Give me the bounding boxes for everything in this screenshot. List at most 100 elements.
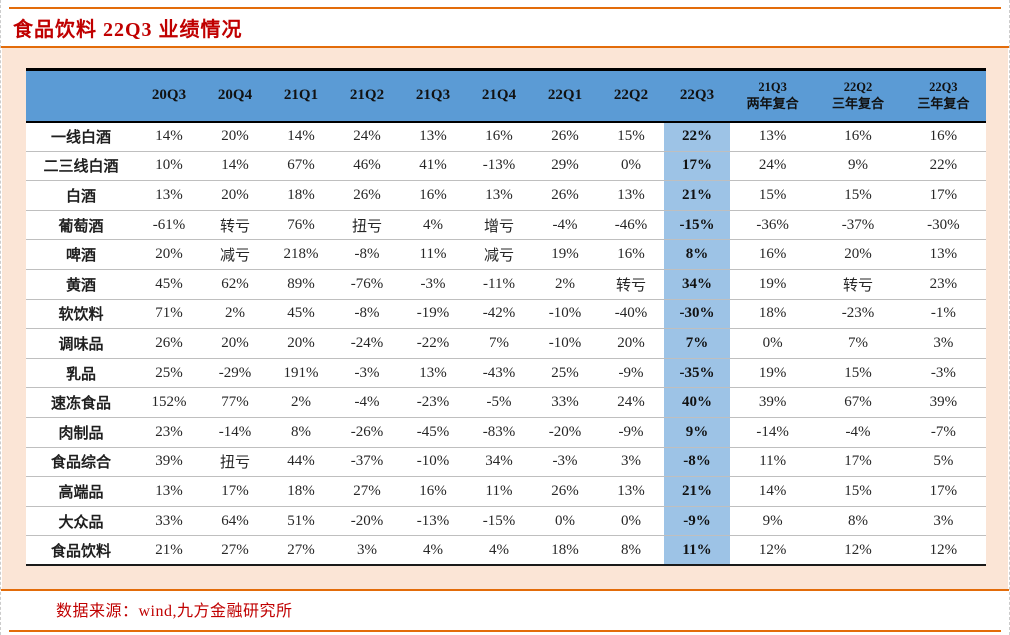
value-cell: 15% (844, 186, 872, 203)
table-row: 调味品 26% 20% 20% -24% -22% 7% -10% 20% 7% 0% 7% 3% (26, 328, 986, 359)
value-cell: 14% (221, 157, 249, 174)
value-cell: 19% (758, 275, 787, 292)
value-cell: 10% (155, 157, 183, 174)
value-cell: 18% (758, 305, 787, 322)
value-cell: -3% (354, 364, 380, 381)
value-cell: 67% (287, 157, 315, 174)
value-cell: 13% (155, 186, 183, 203)
value-cell-highlighted: 8% (664, 239, 730, 270)
value-cell: 15% (844, 482, 872, 499)
value-cell: -61% (152, 216, 186, 233)
table-row: 大众品 33% 64% 51% -20% -13% -15% 0% 0% -9% 9% 8% 3% (26, 506, 986, 536)
bottom-divider (9, 630, 1001, 632)
row-label: 二三线白酒 (43, 159, 119, 176)
value-cell: 18% (551, 541, 579, 558)
column-header-21q3-compound: 21Q3 两年复合 (730, 70, 815, 122)
value-cell: -30% (927, 216, 960, 233)
value-cell: 14% (287, 128, 315, 145)
value-cell: 15% (758, 186, 787, 203)
value-cell: -43% (482, 364, 516, 381)
column-header-22q2-compound: 22Q2 三年复合 (815, 70, 900, 122)
value-cell: 9% (762, 512, 783, 529)
compound-header-caption: 三年复合 (831, 96, 884, 112)
value-cell: -13% (482, 157, 516, 174)
value-cell: 218% (283, 246, 319, 263)
value-cell: 62% (221, 275, 249, 292)
value-cell: 20% (287, 334, 315, 351)
value-cell-highlighted: 9% (664, 417, 730, 448)
row-label: 黄酒 (65, 277, 96, 294)
value-cell: 67% (844, 394, 872, 411)
value-cell: 转亏 (219, 218, 250, 235)
value-cell: 17% (929, 186, 958, 203)
value-cell: 12% (758, 541, 787, 558)
value-cell: 33% (155, 512, 183, 529)
value-cell: -3% (930, 364, 956, 381)
value-cell: 增亏 (483, 218, 514, 235)
value-cell-highlighted: -9% (664, 506, 730, 536)
value-cell: 20% (155, 246, 183, 263)
value-cell: -45% (416, 423, 450, 440)
value-cell: -4% (845, 423, 871, 440)
row-label: 大众品 (58, 514, 104, 531)
value-cell: 13% (758, 128, 787, 145)
value-cell: 3% (357, 541, 377, 558)
table-row: 一线白酒 14% 20% 14% 24% 13% 16% 26% 15% 22% 13% 16% 16% (26, 121, 986, 152)
column-header-21q2: 21Q2 (349, 87, 385, 104)
value-cell: 15% (844, 364, 872, 381)
value-cell: -40% (614, 305, 648, 322)
table-row: 白酒 13% 20% 18% 26% 16% 13% 26% 13% 21% 15% 15% 17% (26, 180, 986, 211)
value-cell: -3% (552, 453, 578, 470)
value-cell: 扭亏 (219, 455, 250, 472)
value-cell-highlighted: 21% (664, 180, 730, 211)
value-cell: 转亏 (842, 277, 873, 294)
value-cell-highlighted: 22% (664, 121, 730, 152)
value-cell: 12% (929, 541, 958, 558)
value-cell: -8% (354, 305, 380, 322)
value-cell: 64% (221, 512, 249, 529)
column-header-21q3: 21Q3 (415, 87, 451, 104)
value-cell: -9% (618, 364, 644, 381)
table-row: 肉制品 23% -14% 8% -26% -45% -83% -20% -9% 9% -14% -4%… (26, 417, 986, 448)
value-cell: 2% (291, 394, 311, 411)
value-cell: 16% (617, 246, 645, 263)
value-cell: 17% (929, 482, 958, 499)
performance-table: 20Q3 20Q4 21Q1 21Q2 21Q3 21Q4 22Q1 22Q2 22Q3 21Q3… (26, 68, 986, 567)
value-cell: 3% (621, 453, 641, 470)
value-cell: 18% (287, 482, 315, 499)
value-cell: 24% (353, 128, 381, 145)
value-cell: -24% (350, 334, 384, 351)
value-cell: 26% (155, 334, 183, 351)
value-cell: 0% (762, 334, 783, 351)
value-cell: 29% (551, 157, 579, 174)
value-cell: 7% (847, 334, 868, 351)
title-divider (1, 46, 1009, 48)
value-cell: 0% (555, 512, 575, 529)
table-row: 啤酒 20% 减亏 218% -8% 11% 减亏 19% 16% 8% 16% 20% 13% (26, 239, 986, 270)
value-cell: -13% (416, 512, 450, 529)
value-cell: 26% (551, 128, 579, 145)
value-cell: 4% (489, 541, 509, 558)
row-label: 调味品 (58, 336, 104, 353)
value-cell: -20% (548, 423, 582, 440)
row-label: 高端品 (58, 484, 104, 501)
value-cell: -29% (218, 364, 252, 381)
compound-header-caption: 三年复合 (917, 96, 970, 112)
value-cell: 16% (419, 186, 447, 203)
compound-header-caption: 两年复合 (746, 96, 799, 112)
value-cell: 转亏 (615, 277, 646, 294)
value-cell: -8% (354, 246, 380, 263)
table-row: 高端品 13% 17% 18% 27% 16% 11% 26% 13% 21% 14% 15% 17% (26, 476, 986, 507)
value-cell: 15% (617, 128, 645, 145)
value-cell-highlighted: -15% (664, 210, 730, 240)
table-body: 一线白酒 14% 20% 14% 24% 13% 16% 26% 15% 22% 13% 16% 16%… (26, 121, 986, 566)
value-cell: 12% (844, 541, 872, 558)
value-cell: 19% (551, 246, 579, 263)
value-cell: -5% (486, 394, 512, 411)
value-cell: -10% (416, 453, 450, 470)
value-cell: 4% (423, 541, 443, 558)
value-cell: 13% (485, 186, 513, 203)
value-cell: 39% (758, 394, 787, 411)
value-cell: 4% (423, 216, 443, 233)
table-row: 食品综合 39% 扭亏 44% -37% -10% 34% -3% 3% -8% 11% 17% 5% (26, 447, 986, 477)
